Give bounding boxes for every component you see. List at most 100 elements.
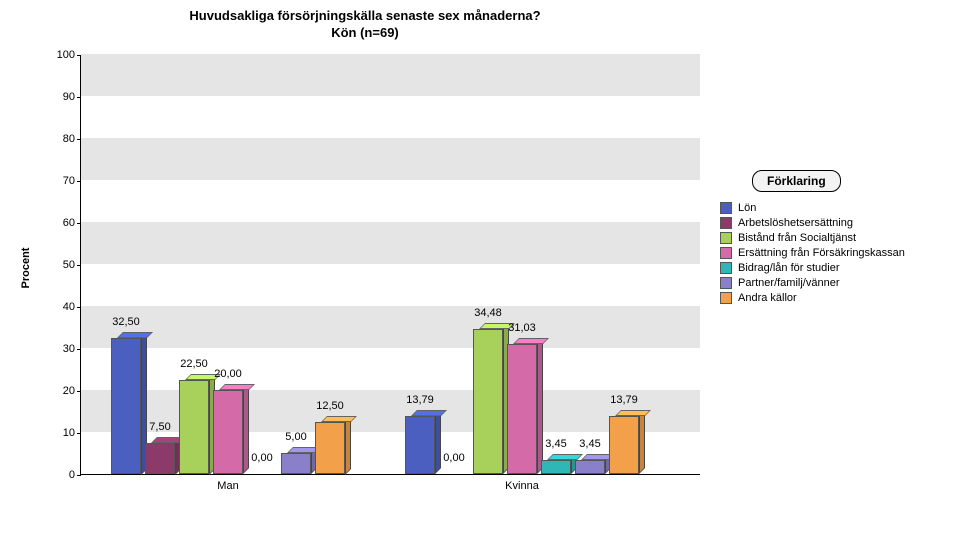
legend-item: Bistånd från Socialtjänst [720,232,950,244]
legend-swatch [720,292,732,304]
chart-container: Huvudsakliga försörjningskälla senaste s… [0,0,969,535]
bar: 32,50 [111,338,141,475]
bar: 31,03 [507,344,537,474]
chart-title-line1: Huvudsakliga försörjningskälla senaste s… [0,8,730,25]
bar-value-label: 0,00 [443,452,464,464]
bar-value-label: 3,45 [545,438,566,450]
bar-value-label: 20,00 [214,368,242,380]
y-tick-label: 0 [69,469,75,481]
bar-top [615,410,651,416]
bar-face [111,338,141,475]
y-tick [77,265,81,266]
legend-item: Partner/familj/vänner [720,277,950,289]
y-tick [77,349,81,350]
y-tick [77,139,81,140]
bar-face [213,390,243,474]
legend-title: Förklaring [752,170,841,192]
bar-side [435,410,441,474]
y-tick-label: 70 [63,175,75,187]
legend: Förklaring Lön Arbetslöshetsersättning Bis… [720,170,950,307]
y-tick [77,475,81,476]
y-tick-label: 40 [63,301,75,313]
legend-items: Lön Arbetslöshetsersättning Bistånd från S… [720,202,950,304]
y-tick [77,181,81,182]
bar-face [315,422,345,475]
legend-item: Ersättning från Försäkringskassan [720,247,950,259]
bar-value-label: 32,50 [112,316,140,328]
bar-face [609,416,639,474]
bar: 7,50 [145,443,175,475]
bar: 13,79 [609,416,639,474]
y-tick [77,55,81,56]
bar: 12,50 [315,422,345,475]
bar: 0,00 [439,474,469,475]
bar-value-label: 22,50 [180,358,208,370]
bar: 20,00 [213,390,243,474]
bar-value-label: 3,45 [579,438,600,450]
bar: 13,79 [405,416,435,474]
legend-label: Partner/familj/vänner [738,277,840,289]
legend-swatch [720,217,732,229]
legend-swatch [720,262,732,274]
category-label: Kvinna [505,480,539,492]
legend-swatch [720,277,732,289]
y-tick-label: 90 [63,91,75,103]
chart-title: Huvudsakliga försörjningskälla senaste s… [0,8,730,42]
bar-top [117,332,153,338]
bars-layer: 32,507,5022,5020,000,005,0012,5013,790,0… [81,55,700,474]
bar-face [179,380,209,475]
y-tick-label: 80 [63,133,75,145]
legend-label: Ersättning från Försäkringskassan [738,247,905,259]
bar-face [281,453,311,474]
legend-item: Bidrag/lån för studier [720,262,950,274]
category-label: Man [217,480,238,492]
y-tick-label: 20 [63,385,75,397]
bar-value-label: 34,48 [474,307,502,319]
bar-face [575,460,605,474]
legend-item: Andra källor [720,292,950,304]
bar-face [507,344,537,474]
bar-face [405,416,435,474]
legend-item: Lön [720,202,950,214]
bar: 5,00 [281,453,311,474]
y-tick-label: 30 [63,343,75,355]
bar-side [345,416,351,475]
bar-face [473,329,503,474]
y-tick [77,307,81,308]
legend-swatch [720,202,732,214]
bar-value-label: 7,50 [149,421,170,433]
y-tick-label: 50 [63,259,75,271]
bar: 3,45 [575,460,605,474]
plot-area: 32,507,5022,5020,000,005,0012,5013,790,0… [80,55,700,475]
legend-label: Bidrag/lån för studier [738,262,840,274]
y-tick [77,433,81,434]
bar-side [537,338,543,474]
legend-swatch [720,232,732,244]
bar-face [145,443,175,475]
legend-label: Bistånd från Socialtjänst [738,232,856,244]
bar-top [321,416,357,422]
bar-value-label: 31,03 [508,322,536,334]
y-tick-label: 60 [63,217,75,229]
y-axis-label: Procent [20,247,32,288]
bar-top [513,338,549,344]
y-tick-label: 100 [57,49,75,61]
bar-value-label: 5,00 [285,431,306,443]
bar-value-label: 0,00 [251,452,272,464]
legend-label: Arbetslöshetsersättning [738,217,853,229]
y-tick [77,391,81,392]
bar-value-label: 13,79 [406,394,434,406]
bar-side [243,384,249,474]
legend-label: Andra källor [738,292,797,304]
bar-top [219,384,255,390]
legend-label: Lön [738,202,756,214]
bar-value-label: 12,50 [316,400,344,412]
y-tick [77,223,81,224]
y-tick [77,97,81,98]
y-tick-label: 10 [63,427,75,439]
bar: 34,48 [473,329,503,474]
bar-value-label: 13,79 [610,394,638,406]
chart-title-line2: Kön (n=69) [0,25,730,42]
legend-item: Arbetslöshetsersättning [720,217,950,229]
bar: 0,00 [247,474,277,475]
